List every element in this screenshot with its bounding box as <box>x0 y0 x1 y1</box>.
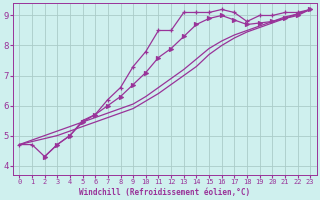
X-axis label: Windchill (Refroidissement éolien,°C): Windchill (Refroidissement éolien,°C) <box>79 188 250 197</box>
